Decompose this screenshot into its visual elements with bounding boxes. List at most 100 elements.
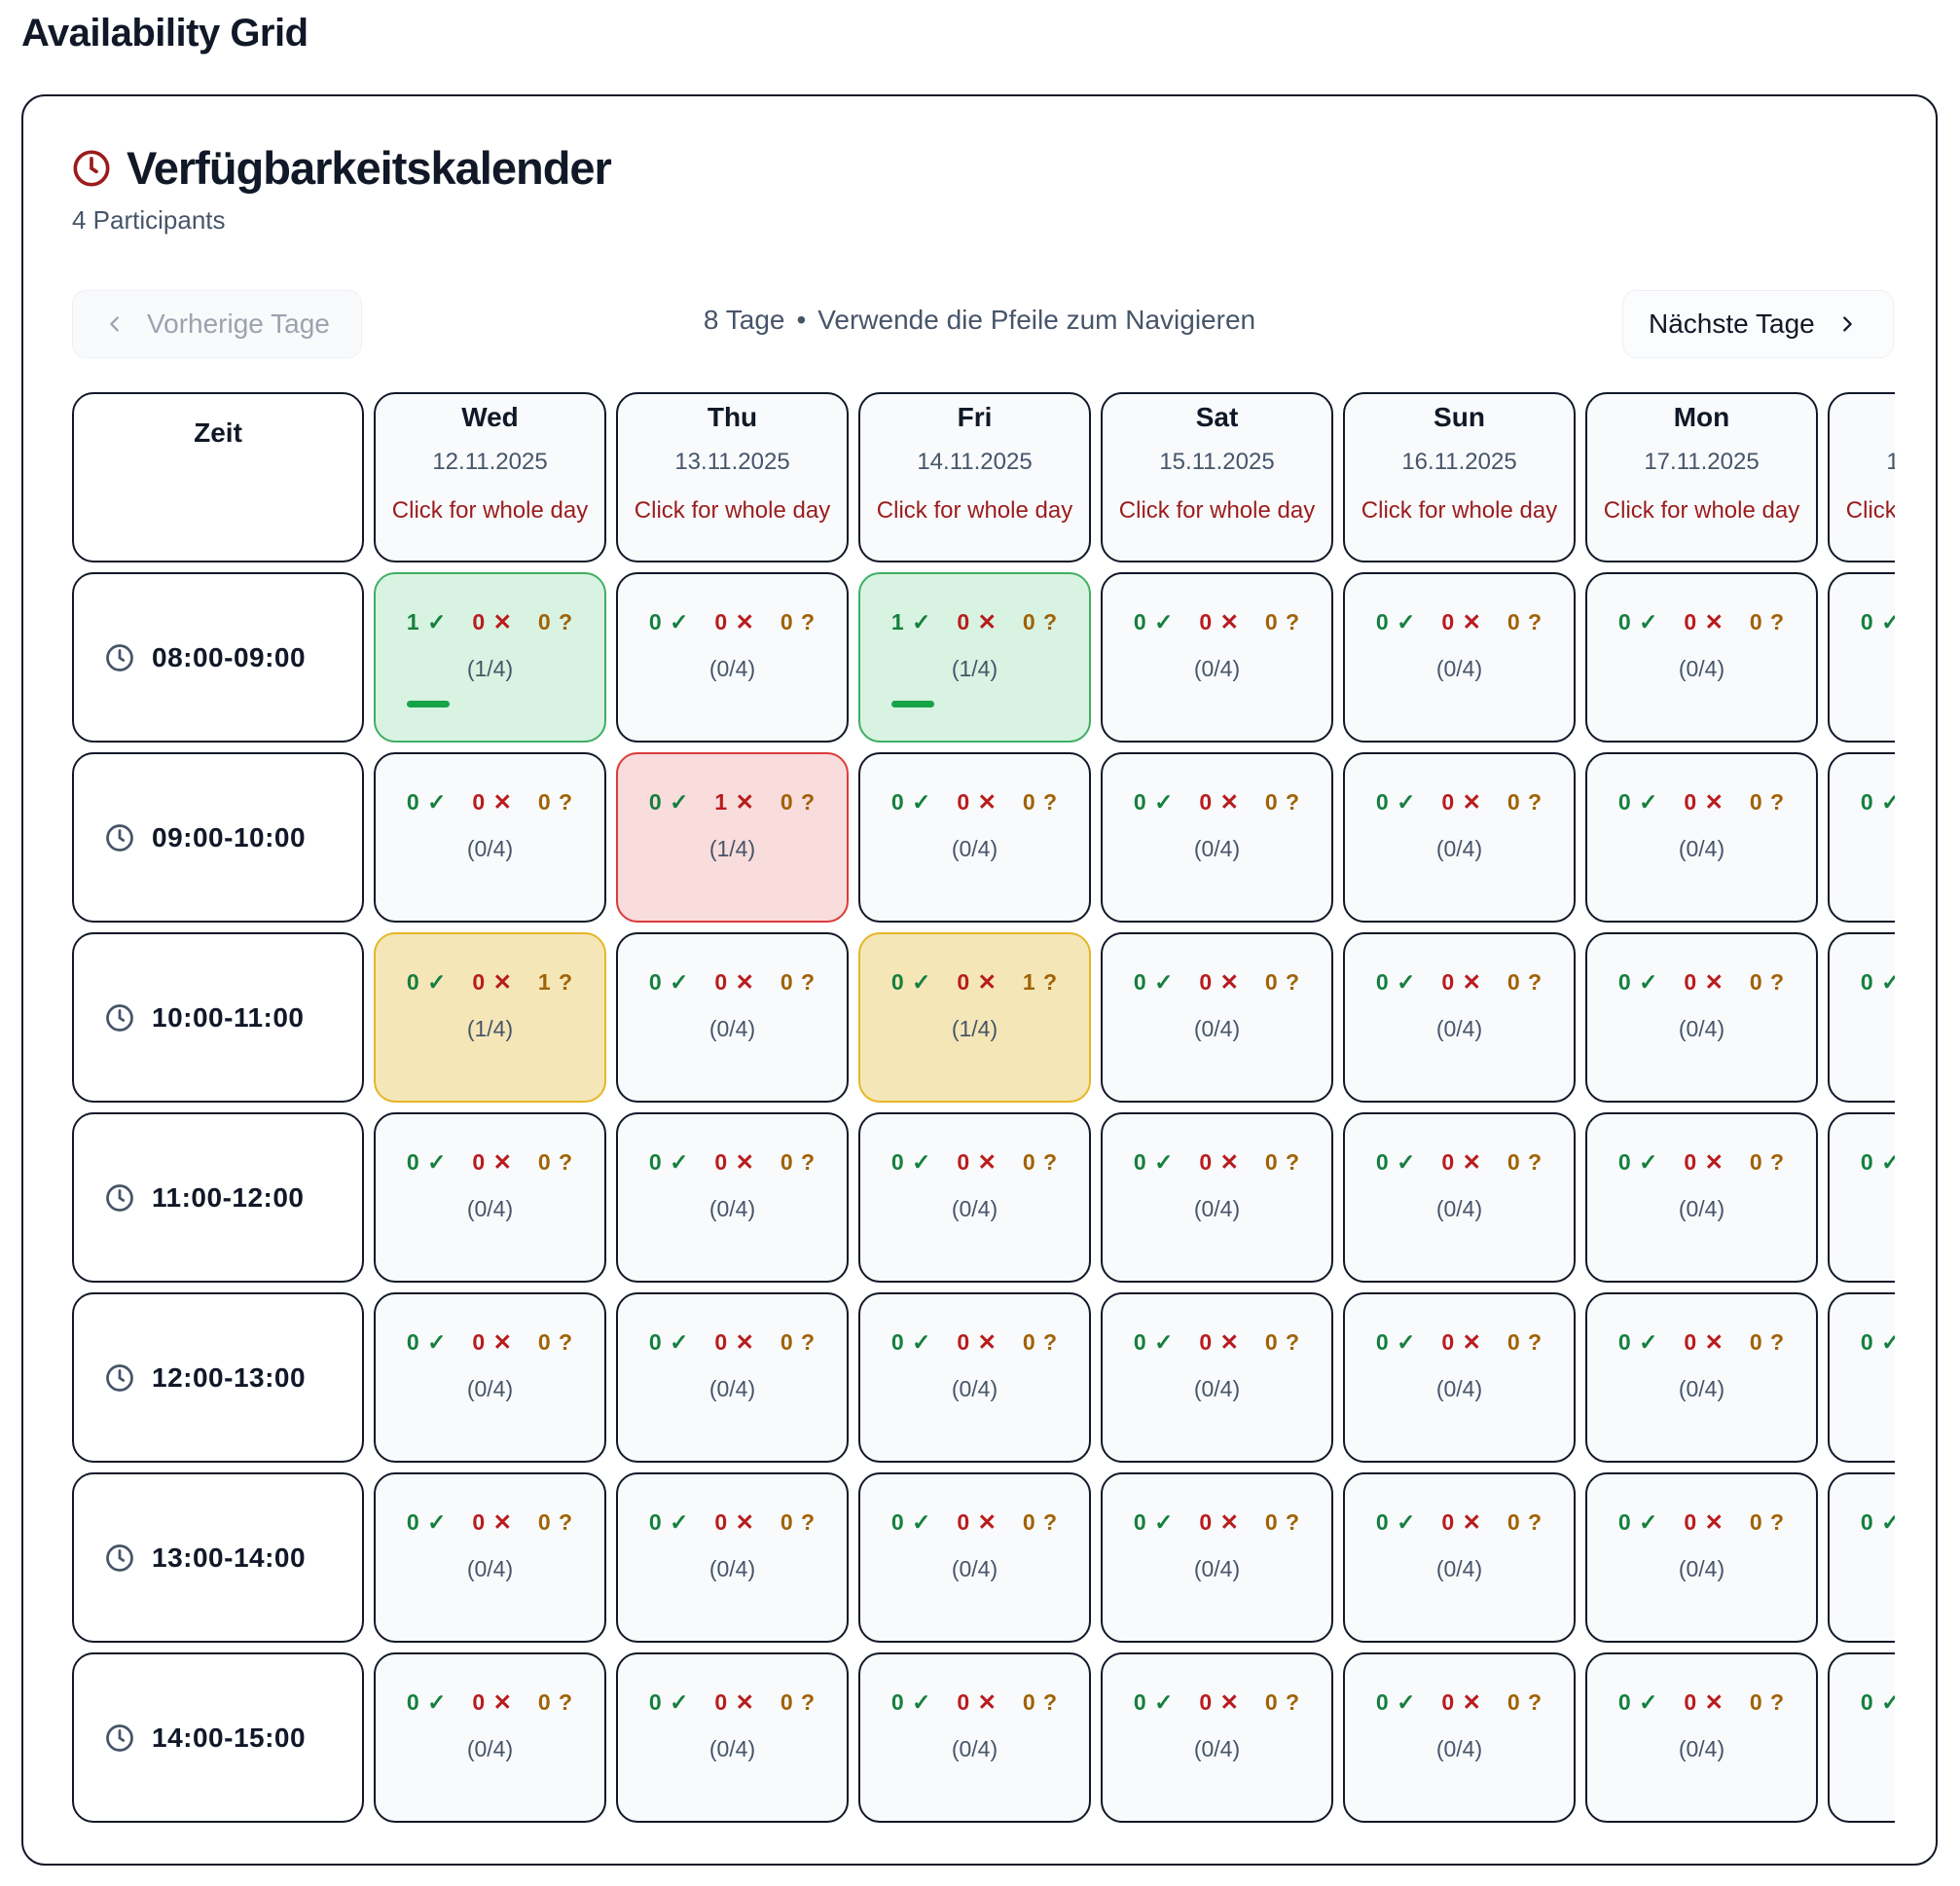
availability-cell[interactable]: 0 ✓0 ✕0 ?(0/4) (858, 1112, 1091, 1283)
availability-cell[interactable]: 0 ✓0 ✕0 ?(0/4) (616, 1472, 849, 1643)
maybe-count: 0 ? (1506, 1329, 1543, 1355)
availability-cell[interactable]: 0 ✓0 ✕0 ?(0/4) (616, 1652, 849, 1823)
maybe-count: 0 ? (1506, 969, 1543, 995)
question-icon: ? (1286, 609, 1301, 635)
availability-cell[interactable]: 0 ✓0 ✕0 ?(0/4) (1828, 572, 1895, 743)
maybe-count: 0 ? (1506, 609, 1543, 635)
vote-counts: 0 ✓0 ✕0 ? (1587, 1329, 1816, 1356)
question-icon: ? (801, 1149, 817, 1175)
availability-cell[interactable]: 0 ✓0 ✕0 ?(0/4) (1343, 1112, 1576, 1283)
no-count: 0 ✕ (1441, 789, 1482, 815)
availability-cell[interactable]: 0 ✓0 ✕0 ?(0/4) (1585, 932, 1818, 1103)
select-whole-day-link[interactable]: Click for whole day (1845, 497, 1895, 524)
availability-cell[interactable]: 0 ✓0 ✕0 ?(0/4) (374, 1652, 606, 1823)
day-header-fri[interactable]: Fri 14.11.2025 Click for whole day (858, 392, 1091, 562)
cross-icon: ✕ (1219, 609, 1240, 635)
availability-grid[interactable]: Zeit Wed 12.11.2025 Click for whole day Thu 1… (72, 392, 1895, 1825)
availability-cell[interactable]: 0 ✓0 ✕0 ?(0/4) (1828, 1292, 1895, 1463)
no-count: 0 ✕ (1441, 1509, 1482, 1535)
vote-counts: 0 ✓0 ✕0 ? (1587, 1509, 1816, 1536)
availability-cell[interactable]: 0 ✓0 ✕0 ?(0/4) (1101, 1292, 1333, 1463)
availability-cell[interactable]: 0 ✓0 ✕0 ?(0/4) (1585, 1292, 1818, 1463)
availability-cell[interactable]: 0 ✓0 ✕0 ?(0/4) (1828, 1652, 1895, 1823)
availability-cell[interactable]: 0 ✓0 ✕0 ?(0/4) (1828, 932, 1895, 1103)
day-header-sun[interactable]: Sun 16.11.2025 Click for whole day (1343, 392, 1576, 562)
day-header-thu[interactable]: Thu 13.11.2025 Click for whole day (616, 392, 849, 562)
availability-cell[interactable]: 0 ✓ 0 ✕ 1 ? (1/4) (374, 932, 606, 1103)
availability-cell[interactable]: 0 ✓0 ✕0 ?(0/4) (374, 1472, 606, 1643)
yes-count: 0 ✓ (406, 789, 448, 815)
availability-cell[interactable]: 0 ✓0 ✕0 ?(0/4) (1828, 1472, 1895, 1643)
vote-counts: 0 ✓0 ✕0 ? (618, 1329, 847, 1356)
no-count: 0 ✕ (1199, 969, 1240, 995)
yes-count: 0 ✓ (1375, 609, 1417, 635)
select-whole-day-link[interactable]: Click for whole day (391, 497, 589, 524)
day-header-sat[interactable]: Sat 15.11.2025 Click for whole day (1101, 392, 1333, 562)
availability-cell[interactable]: 0 ✓0 ✕0 ?(0/4) (858, 1652, 1091, 1823)
question-icon: ? (801, 1329, 817, 1355)
availability-cell[interactable]: 0 ✓0 ✕0 ?(0/4) (1101, 1652, 1333, 1823)
previous-days-button[interactable]: Vorherige Tage (72, 290, 362, 358)
day-header-wed[interactable]: Wed 12.11.2025 Click for whole day (374, 392, 606, 562)
no-count: 0 ✕ (957, 1329, 998, 1355)
availability-cell[interactable]: 0 ✓0 ✕0 ?(0/4) (1828, 752, 1895, 923)
availability-cell[interactable]: 0 ✓0 ✕0 ?(0/4) (858, 1472, 1091, 1643)
select-whole-day-link[interactable]: Click for whole day (1118, 497, 1316, 524)
yes-count: 0 ✓ (1861, 969, 1895, 996)
availability-cell[interactable]: 1 ✓ 0 ✕ 0 ? (1/4) (858, 572, 1091, 743)
availability-cell[interactable]: 1 ✓ 0 ✕ 0 ? (1/4) (374, 572, 606, 743)
availability-cell[interactable]: 0 ✓0 ✕0 ?(0/4) (1101, 752, 1333, 923)
availability-cell[interactable]: 0 ✓0 ✕0 ?(0/4) (858, 1292, 1091, 1463)
vote-counts: 0 ✓0 ✕0 ? (1830, 609, 1895, 635)
availability-cell[interactable]: 0 ✓0 ✕0 ?(0/4) (1101, 932, 1333, 1103)
availability-cell[interactable]: 0 ✓0 ✕0 ?(0/4) (1585, 752, 1818, 923)
availability-cell[interactable]: 0 ✓0 ✕0 ?(0/4) (616, 932, 849, 1103)
vote-counts: 0 ✓0 ✕0 ? (1103, 1149, 1331, 1176)
availability-cell[interactable]: 0 ✓0 ✕0 ?(0/4) (1585, 1112, 1818, 1283)
no-count: 0 ✕ (714, 969, 755, 995)
check-icon: ✓ (670, 609, 690, 635)
availability-cell[interactable]: 0 ✓ 0 ✕ 1 ? (1/4) (858, 932, 1091, 1103)
cross-icon: ✕ (1219, 1509, 1240, 1535)
yes-count: 0 ✓ (890, 1509, 932, 1535)
time-header-label: Zeit (194, 417, 242, 448)
availability-cell[interactable]: 0 ✓0 ✕0 ?(0/4) (1343, 752, 1576, 923)
day-header-tue[interactable]: Tue 18.11.2025 Click for whole day (1828, 392, 1895, 562)
availability-cell[interactable]: 0 ✓0 ✕0 ?(0/4) (374, 1292, 606, 1463)
vote-counts: 0 ✓0 ✕0 ? (376, 1689, 604, 1716)
select-whole-day-link[interactable]: Click for whole day (1603, 497, 1800, 524)
question-icon: ? (1286, 1509, 1301, 1535)
availability-cell[interactable]: 0 ✓0 ✕0 ?(0/4) (1343, 1292, 1576, 1463)
availability-cell[interactable]: 0 ✓0 ✕0 ?(0/4) (1343, 1652, 1576, 1823)
availability-cell[interactable]: 0 ✓0 ✕0 ?(0/4) (374, 752, 606, 923)
availability-cell[interactable]: 0 ✓0 ✕0 ?(0/4) (1585, 1472, 1818, 1643)
select-whole-day-link[interactable]: Click for whole day (876, 497, 1073, 524)
day-header-mon[interactable]: Mon 17.11.2025 Click for whole day (1585, 392, 1818, 562)
availability-cell[interactable]: 0 ✓ 1 ✕ 0 ? (1/4) (616, 752, 849, 923)
yes-count: 0 ✓ (1133, 1689, 1175, 1715)
availability-cell[interactable]: 0 ✓0 ✕0 ?(0/4) (1585, 1652, 1818, 1823)
availability-cell[interactable]: 0 ✓0 ✕0 ?(0/4) (1343, 932, 1576, 1103)
availability-cell[interactable]: 0 ✓0 ✕0 ?(0/4) (616, 1292, 849, 1463)
availability-cell[interactable]: 0 ✓0 ✕0 ?(0/4) (1101, 1472, 1333, 1643)
availability-cell[interactable]: 0 ✓0 ✕0 ?(0/4) (1828, 1112, 1895, 1283)
yes-count: 0 ✓ (1375, 1509, 1417, 1535)
availability-cell[interactable]: 0 ✓0 ✕0 ?(0/4) (1101, 572, 1333, 743)
availability-cell[interactable]: 0 ✓0 ✕0 ?(0/4) (616, 1112, 849, 1283)
yes-count: 0 ✓ (1375, 1149, 1417, 1175)
availability-cell[interactable]: 0 ✓0 ✕0 ?(0/4) (858, 752, 1091, 923)
next-days-button[interactable]: Nächste Tage (1622, 290, 1894, 358)
time-range: 14:00-15:00 (152, 1722, 307, 1753)
cross-icon: ✕ (1219, 969, 1240, 995)
availability-cell[interactable]: 0 ✓0 ✕0 ?(0/4) (374, 1112, 606, 1283)
availability-cell[interactable]: 0 ✓0 ✕0 ?(0/4) (1101, 1112, 1333, 1283)
availability-cell[interactable]: 0 ✓0 ✕0 ?(0/4) (1343, 572, 1576, 743)
vote-counts: 0 ✓0 ✕0 ? (1830, 969, 1895, 996)
availability-cell[interactable]: 0 ✓0 ✕0 ?(0/4) (1585, 572, 1818, 743)
availability-cell[interactable]: 0 ✓0 ✕0 ?(0/4) (1343, 1472, 1576, 1643)
select-whole-day-link[interactable]: Click for whole day (1361, 497, 1558, 524)
cross-icon: ✕ (735, 789, 755, 815)
no-count: 0 ✕ (1684, 1509, 1724, 1535)
select-whole-day-link[interactable]: Click for whole day (634, 497, 831, 524)
availability-cell[interactable]: 0 ✓0 ✕0 ?(0/4) (616, 572, 849, 743)
